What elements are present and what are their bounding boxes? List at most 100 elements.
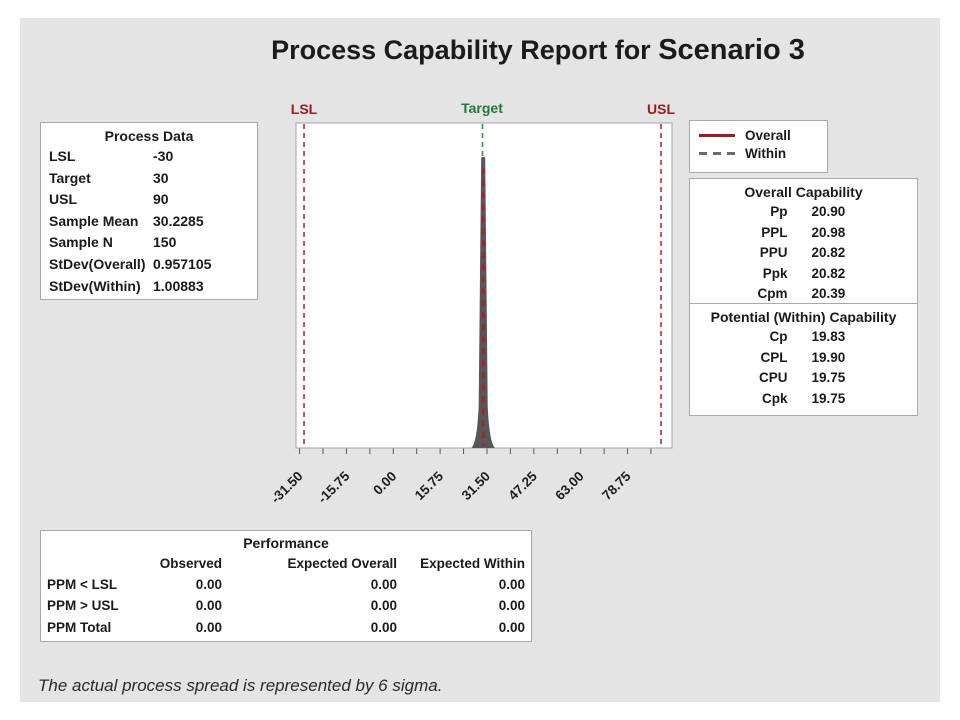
page-title-subject: Scenario 3	[658, 34, 805, 66]
process-data-row: Sample N 150	[41, 232, 257, 254]
x-tick-label: -15.75	[315, 468, 353, 506]
cell-value: 0.00	[195, 598, 222, 614]
legend-item-overall: Overall	[690, 126, 827, 144]
stat-value: 20.82	[811, 245, 846, 261]
column-header: Expected Within	[420, 556, 525, 571]
stat-label: StDev(Overall)	[49, 255, 146, 272]
overall-capability-title: Overall Capability	[744, 184, 863, 200]
capability-row: CPL 19.90	[690, 348, 917, 369]
performance-table: Performance Observed Expected Overall Ex…	[40, 530, 532, 642]
within-dashed-line-icon	[699, 151, 735, 155]
stat-label: Sample Mean	[49, 212, 139, 229]
overall-capability-box: Overall Capability Pp 20.90 PPL 20.98 PPU 2…	[689, 178, 918, 304]
stat-label: PPL	[761, 224, 788, 240]
process-data-row: Target 30	[41, 168, 257, 190]
stat-value: 19.75	[811, 390, 846, 406]
row-label: PPM > USL	[47, 598, 119, 614]
capability-row: Ppk 20.82	[690, 264, 917, 285]
cell-value: 0.00	[370, 619, 397, 635]
stat-value: 150	[153, 234, 177, 251]
process-data-row: Sample Mean 30.2285	[41, 211, 257, 233]
stat-value: 90	[153, 191, 169, 208]
stat-label: Cpm	[757, 286, 788, 302]
legend-label: Overall	[745, 127, 791, 143]
cell-value: 0.00	[498, 577, 525, 593]
stat-value: 30.2285	[153, 212, 204, 229]
process-data-row: StDev(Overall) 0.957105	[41, 254, 257, 276]
process-data-box: Process Data LSL -30 Target 30 USL 90 Sampl…	[40, 122, 258, 300]
performance-row: PPM > USL 0.00 0.00 0.00	[47, 595, 525, 616]
performance-header-row: Observed Expected Overall Expected Withi…	[47, 553, 525, 574]
stat-label: Cp	[769, 329, 788, 344]
stat-label: LSL	[49, 148, 76, 164]
stat-label: PPU	[759, 245, 788, 261]
legend-label: Within	[745, 145, 787, 161]
stat-value: 20.98	[811, 224, 846, 240]
stat-value: 1.00883	[153, 277, 204, 294]
empty-cell	[47, 553, 147, 574]
stat-label: CPU	[758, 370, 788, 386]
stat-label: Ppk	[762, 265, 788, 281]
stat-label: Cpk	[761, 390, 788, 406]
footnote: The actual process spread is represented…	[38, 676, 443, 695]
stat-label: Sample N	[49, 234, 113, 251]
column-header: Observed	[159, 556, 222, 571]
chart-svg: -31.50 -15.75 0.00 15.75 31.50 47.25 63.00 78.7…	[268, 122, 673, 507]
target-label: Target	[461, 100, 503, 116]
stat-label: Pp	[770, 204, 788, 219]
capability-row: CPU 19.75	[690, 368, 917, 389]
within-capability-box: Potential (Within) Capability Cp 19.83 CP…	[689, 303, 918, 416]
stat-value: 19.90	[811, 349, 846, 365]
stat-value: 30	[153, 169, 169, 186]
page-title-prefix: Process Capability Report for	[271, 35, 659, 65]
overall-line-icon	[699, 133, 735, 137]
process-data-row: LSL -30	[41, 146, 257, 168]
capability-row: Cpm 20.39	[690, 284, 917, 305]
cell-value: 0.00	[370, 598, 397, 614]
performance-row: PPM Total 0.00 0.00 0.00	[47, 617, 525, 638]
x-tick-label: 78.75	[599, 468, 634, 503]
cell-value: 0.00	[498, 598, 525, 614]
capability-row: Pp 20.90	[690, 202, 917, 223]
process-data-row: USL 90	[41, 189, 257, 211]
capability-histogram-chart: -31.50 -15.75 0.00 15.75 31.50 47.25 63.00 78.7…	[268, 98, 680, 512]
stat-value: 20.90	[811, 204, 846, 219]
cell-value: 0.00	[370, 577, 397, 593]
stat-value: 19.75	[811, 370, 846, 386]
legend-item-within: Within	[690, 144, 827, 162]
row-label: PPM Total	[47, 619, 112, 635]
column-header: Expected Overall	[287, 556, 397, 571]
performance-row: PPM < LSL 0.00 0.00 0.00	[47, 574, 525, 595]
capability-row: Cpk 19.75	[690, 389, 917, 410]
within-capability-title: Potential (Within) Capability	[710, 309, 897, 325]
stat-label: CPL	[760, 349, 788, 365]
row-label: PPM < LSL	[47, 577, 118, 593]
stat-value: -30	[153, 148, 174, 164]
stat-value: 20.39	[811, 286, 846, 302]
performance-title: Performance	[243, 535, 329, 551]
stat-label: USL	[49, 191, 77, 208]
cell-value: 0.00	[498, 619, 525, 635]
process-data-row: StDev(Within) 1.00883	[41, 276, 257, 298]
stat-value: 19.83	[811, 329, 846, 344]
cell-value: 0.00	[195, 577, 222, 593]
capability-row: PPU 20.82	[690, 243, 917, 264]
capability-row: Cp 19.83	[690, 327, 917, 348]
x-tick-label: -31.50	[270, 469, 306, 507]
usl-label: USL	[647, 101, 675, 117]
stat-label: Target	[49, 169, 91, 186]
page-title: Process Capability Report for Scenario 3	[116, 34, 960, 67]
x-tick-label: 47.25	[505, 468, 540, 503]
capability-row: PPL 20.98	[690, 223, 917, 244]
stat-value: 0.957105	[153, 255, 212, 272]
curve-legend: Overall Within	[689, 120, 828, 173]
x-tick-label: 63.00	[552, 469, 587, 504]
process-data-title: Process Data	[104, 128, 194, 144]
x-tick-label: 31.50	[459, 469, 494, 504]
stat-label: StDev(Within)	[49, 277, 141, 294]
x-tick-label: 0.00	[370, 469, 399, 498]
stat-value: 20.82	[811, 265, 846, 281]
x-tick-label: 15.75	[412, 468, 447, 503]
lsl-label: LSL	[290, 101, 318, 117]
